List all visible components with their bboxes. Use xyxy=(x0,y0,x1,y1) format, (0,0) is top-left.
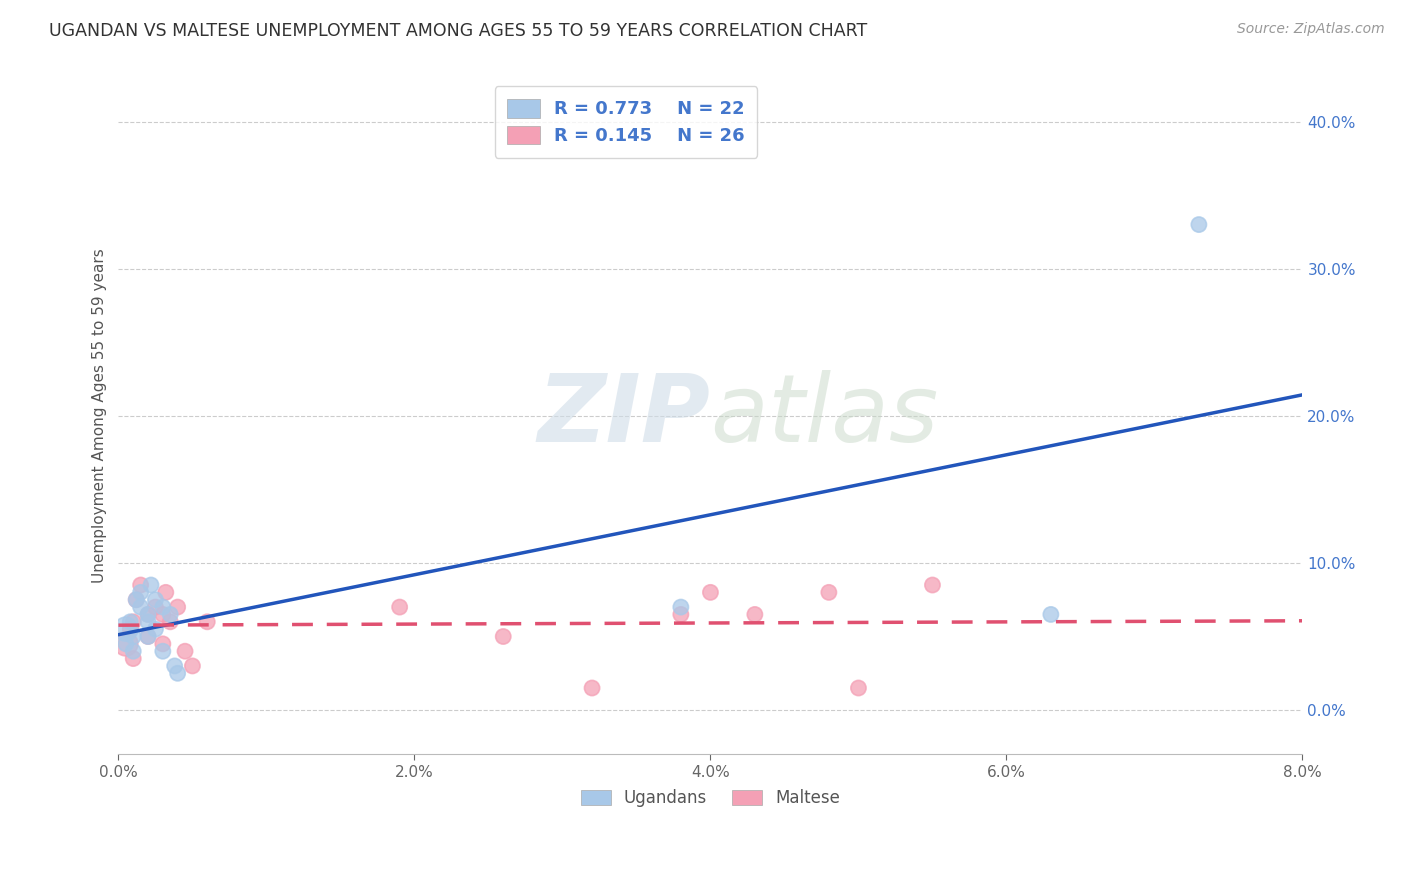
Point xyxy=(115,622,138,636)
Point xyxy=(120,622,142,636)
Point xyxy=(669,600,692,615)
Point xyxy=(122,644,145,658)
Point xyxy=(145,592,167,607)
Point xyxy=(166,666,188,681)
Point xyxy=(1188,218,1211,232)
Point xyxy=(136,630,159,644)
Point xyxy=(669,607,692,622)
Point xyxy=(152,637,174,651)
Point xyxy=(145,622,167,636)
Point xyxy=(1039,607,1062,622)
Point xyxy=(155,585,177,599)
Text: UGANDAN VS MALTESE UNEMPLOYMENT AMONG AGES 55 TO 59 YEARS CORRELATION CHART: UGANDAN VS MALTESE UNEMPLOYMENT AMONG AG… xyxy=(49,22,868,40)
Point xyxy=(152,644,174,658)
Point xyxy=(139,578,162,592)
Point xyxy=(122,615,145,629)
Point xyxy=(388,600,411,615)
Point xyxy=(195,615,218,629)
Point xyxy=(129,578,152,592)
Point xyxy=(744,607,766,622)
Point xyxy=(120,615,142,629)
Point xyxy=(122,651,145,665)
Point xyxy=(699,585,721,599)
Point xyxy=(115,637,138,651)
Point xyxy=(152,607,174,622)
Point xyxy=(115,637,138,651)
Point xyxy=(136,615,159,629)
Y-axis label: Unemployment Among Ages 55 to 59 years: Unemployment Among Ages 55 to 59 years xyxy=(93,249,107,583)
Text: ZIP: ZIP xyxy=(537,370,710,462)
Text: Source: ZipAtlas.com: Source: ZipAtlas.com xyxy=(1237,22,1385,37)
Point xyxy=(159,607,181,622)
Point xyxy=(181,659,204,673)
Point xyxy=(848,681,870,695)
Point xyxy=(136,607,159,622)
Point xyxy=(159,615,181,629)
Point xyxy=(136,607,159,622)
Point xyxy=(129,600,152,615)
Point xyxy=(163,659,186,673)
Point xyxy=(581,681,603,695)
Point xyxy=(166,600,188,615)
Point xyxy=(122,630,145,644)
Point xyxy=(125,592,148,607)
Text: atlas: atlas xyxy=(710,370,939,461)
Point xyxy=(818,585,841,599)
Point xyxy=(492,630,515,644)
Point xyxy=(136,630,159,644)
Point xyxy=(145,600,167,615)
Point xyxy=(152,600,174,615)
Point xyxy=(125,592,148,607)
Point xyxy=(174,644,197,658)
Legend: Ugandans, Maltese: Ugandans, Maltese xyxy=(574,782,846,814)
Point xyxy=(129,585,152,599)
Point xyxy=(921,578,943,592)
